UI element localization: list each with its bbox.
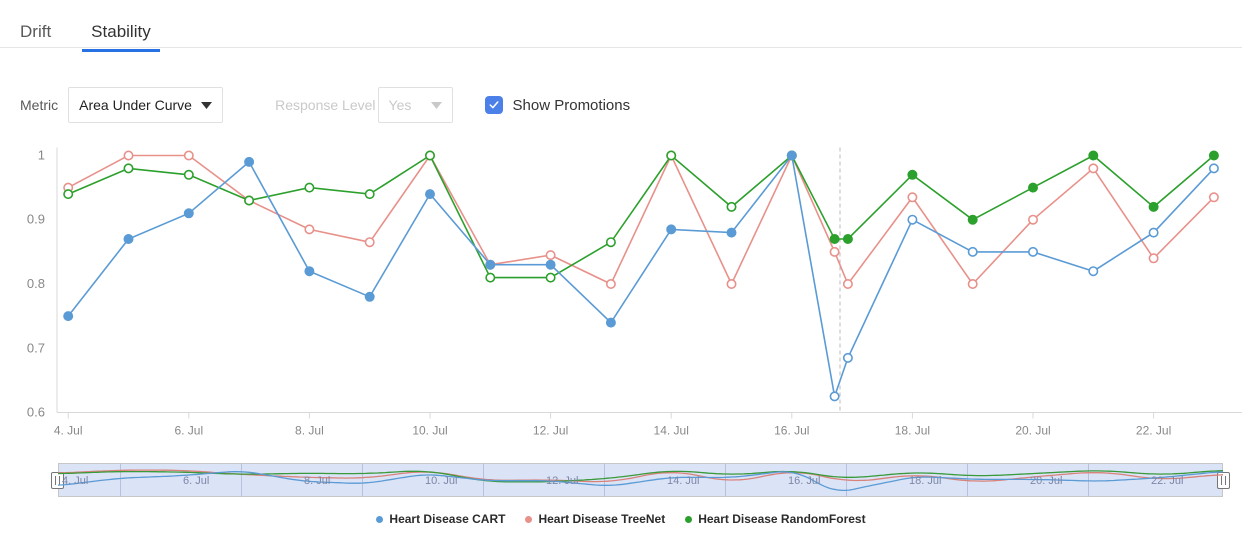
svg-text:6. Jul: 6. Jul — [174, 424, 203, 438]
svg-text:8. Jul: 8. Jul — [295, 424, 324, 438]
svg-text:0.7: 0.7 — [27, 340, 45, 355]
svg-text:12. Jul: 12. Jul — [533, 424, 568, 438]
svg-text:1: 1 — [38, 148, 45, 163]
svg-text:22. Jul: 22. Jul — [1136, 424, 1171, 438]
svg-text:0.8: 0.8 — [27, 276, 45, 291]
svg-text:20. Jul: 20. Jul — [1015, 424, 1050, 438]
svg-text:18. Jul: 18. Jul — [895, 424, 930, 438]
svg-text:4. Jul: 4. Jul — [54, 424, 83, 438]
svg-text:16. Jul: 16. Jul — [774, 424, 809, 438]
svg-text:14. Jul: 14. Jul — [654, 424, 689, 438]
svg-text:0.9: 0.9 — [27, 212, 45, 227]
svg-text:0.6: 0.6 — [27, 405, 45, 420]
svg-text:10. Jul: 10. Jul — [412, 424, 447, 438]
